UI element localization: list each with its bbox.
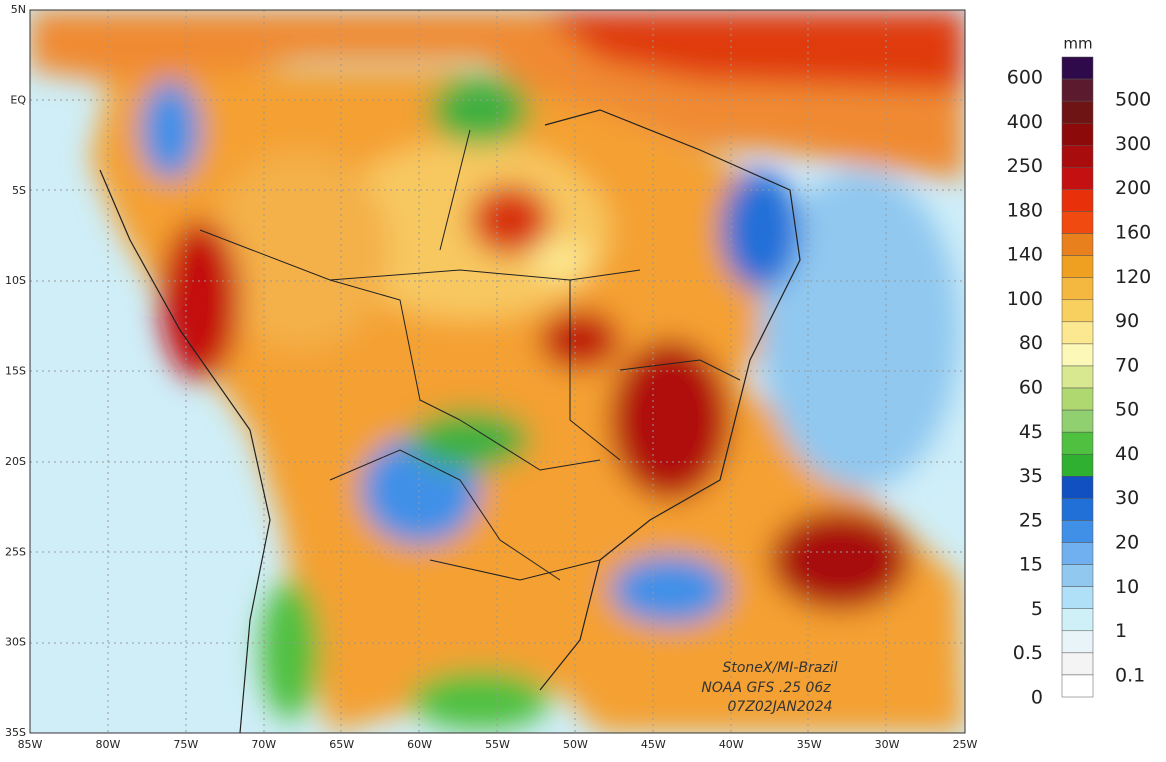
colorbar-swatch — [1061, 100, 1094, 124]
colorbar-label: 400 — [1007, 111, 1043, 133]
colorbar-swatch — [1061, 299, 1094, 323]
lon-label: 30W — [875, 738, 900, 751]
lon-label: 45W — [641, 738, 666, 751]
colorbar-label: 140 — [1007, 244, 1043, 266]
credit-line: NOAA GFS .25 06z — [701, 680, 831, 696]
colorbar-label: 35 — [1019, 465, 1043, 487]
colorbar-label: 0.5 — [1013, 642, 1043, 664]
colorbar-label: 0 — [1031, 687, 1043, 709]
lat-label: 25S — [5, 545, 26, 558]
colorbar-label: 20 — [1115, 532, 1139, 554]
colorbar-label: 500 — [1115, 89, 1151, 111]
lat-label: 5N — [11, 3, 26, 16]
lon-label: 35W — [797, 738, 822, 751]
colorbar-swatch — [1061, 365, 1094, 389]
lat-label: 5S — [12, 184, 26, 197]
colorbar-label: 30 — [1115, 487, 1139, 509]
precip-field — [30, 10, 965, 733]
colorbar-swatch — [1061, 167, 1094, 190]
colorbar-label: 45 — [1019, 421, 1043, 443]
colorbar-label: 25 — [1019, 509, 1043, 531]
colorbar-swatch — [1061, 652, 1094, 676]
colorbar-label: 50 — [1115, 399, 1139, 421]
colorbar-label: 100 — [1007, 288, 1043, 310]
colorbar-swatch — [1061, 233, 1094, 256]
colorbar-swatch — [1061, 608, 1094, 632]
lat-label: 20S — [5, 455, 26, 468]
colorbar-label: 15 — [1019, 554, 1043, 576]
colorbar-swatch — [1061, 476, 1094, 499]
colorbar-label: 5 — [1031, 598, 1043, 620]
colorbar-label: 160 — [1115, 222, 1151, 244]
coastline — [99, 109, 801, 733]
graticule — [30, 10, 965, 733]
lat-label: 10S — [5, 274, 26, 287]
colorbar-label: 180 — [1007, 199, 1043, 221]
colorbar-label: 300 — [1115, 133, 1151, 155]
colorbar-label: 10 — [1115, 576, 1139, 598]
colorbar-label: 200 — [1115, 177, 1151, 199]
colorbar-unit: mm — [1063, 35, 1092, 53]
map-frame — [29, 9, 966, 734]
colorbar-label: 1 — [1115, 620, 1127, 642]
colorbar-swatch — [1061, 674, 1094, 698]
colorbar-swatch — [1061, 277, 1094, 301]
colorbar-label: 250 — [1007, 155, 1043, 177]
colorbar-swatch — [1061, 211, 1094, 234]
colorbar-swatch — [1061, 564, 1094, 587]
lat-label: 15S — [5, 365, 26, 378]
colorbar-swatch — [1061, 498, 1094, 521]
colorbar-swatch — [1061, 542, 1094, 565]
colorbar-swatch — [1061, 453, 1094, 477]
colorbar-swatch — [1061, 145, 1094, 168]
colorbar-label: 600 — [1007, 67, 1043, 89]
colorbar-label: 0.1 — [1115, 664, 1145, 686]
colorbar-swatch — [1061, 630, 1094, 654]
colorbar-label: 40 — [1115, 443, 1139, 465]
colorbar-swatch — [1061, 56, 1094, 80]
colorbar-swatch — [1061, 321, 1094, 345]
credit-line: 07Z02JAN2024 — [727, 699, 832, 715]
colorbar-swatch — [1061, 189, 1094, 212]
lon-label: 65W — [329, 738, 354, 751]
borders — [199, 129, 741, 581]
lat-label: 30S — [5, 636, 26, 649]
credit-line: StoneX/MI-Brazil — [722, 660, 837, 676]
lon-label: 50W — [563, 738, 588, 751]
colorbar-label: 70 — [1115, 354, 1139, 376]
colorbar-label: 80 — [1019, 332, 1043, 354]
colorbar-swatch — [1061, 78, 1094, 102]
colorbar-swatch — [1061, 122, 1094, 146]
lon-label: 85W — [18, 738, 43, 751]
lon-label: 70W — [251, 738, 276, 751]
lon-label: 55W — [485, 738, 510, 751]
colorbar-swatch — [1061, 255, 1094, 278]
colorbar-swatch — [1061, 387, 1094, 411]
lon-label: 40W — [719, 738, 744, 751]
colorbar-swatch — [1061, 520, 1094, 543]
colorbar-label: 90 — [1115, 310, 1139, 332]
lat-label: EQ — [10, 93, 26, 106]
lon-label: 25W — [953, 738, 978, 751]
lon-label: 60W — [407, 738, 432, 751]
colorbar-swatch — [1061, 431, 1094, 455]
colorbar-swatch — [1061, 409, 1094, 433]
lon-label: 80W — [95, 738, 120, 751]
lon-label: 75W — [173, 738, 198, 751]
colorbar-swatch — [1061, 586, 1094, 609]
colorbar-label: 60 — [1019, 377, 1043, 399]
lat-label: 35S — [5, 726, 26, 739]
colorbar-swatch — [1061, 343, 1094, 367]
colorbar-label: 120 — [1115, 266, 1151, 288]
